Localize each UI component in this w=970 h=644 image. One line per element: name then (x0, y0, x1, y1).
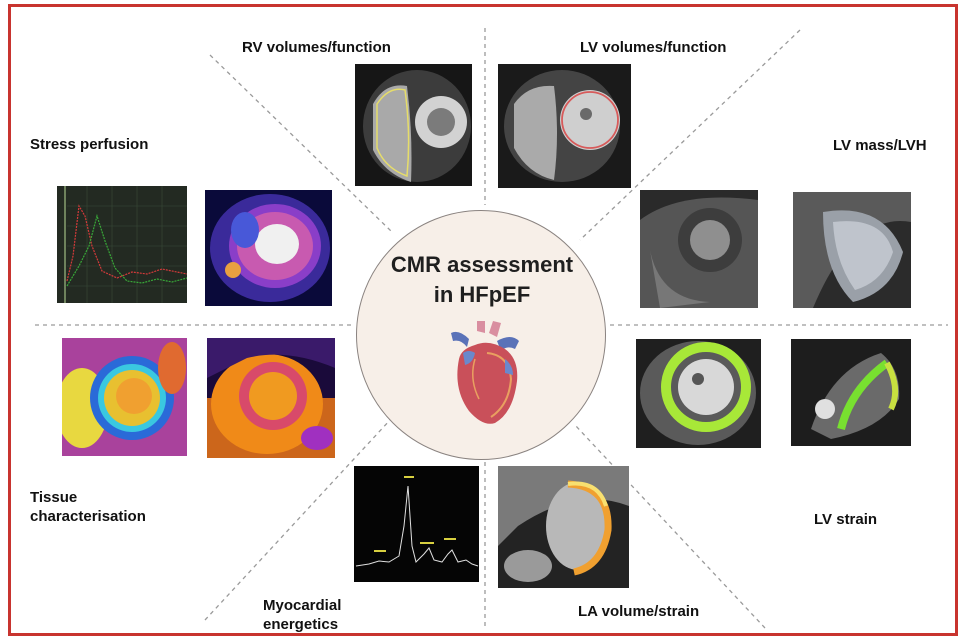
lv-mass-short-axis-image (640, 190, 758, 308)
divider-diagonal-top-right (579, 29, 801, 241)
lv-strain-short-axis-image (636, 339, 761, 448)
rv-cine-image (355, 64, 472, 186)
label-lv-strain: LV strain (814, 511, 878, 528)
lv-strain-long-axis-image (791, 339, 911, 446)
center-title-line2: in HFpEF (433, 282, 531, 307)
center-circle: CMR assessment in HFpEF (356, 210, 606, 460)
label-lv-volumes: LV volumes/function (580, 39, 727, 56)
label-la-volume: LA volume/strain (578, 603, 700, 620)
tissue-t1-map-image (62, 338, 187, 456)
outer-frame (8, 4, 958, 636)
stress-perfusion-map-image (205, 190, 332, 306)
divider-diagonal-bottom-left (204, 419, 391, 621)
label-energetics-line1: Myocardial (263, 597, 342, 614)
label-lv-mass: LV mass/LVH (833, 137, 927, 154)
lv-cine-image (498, 64, 631, 188)
label-stress-perfusion: Stress perfusion (30, 136, 149, 153)
label-myocardial-energetics: Myocardial energetics (263, 596, 341, 634)
label-energetics-line2: energetics (263, 616, 339, 633)
label-rv-volumes: RV volumes/function (242, 39, 391, 56)
stress-perfusion-curve-image (57, 186, 187, 303)
divider-diagonal-bottom-right (574, 424, 766, 629)
tissue-lge-map-image (207, 338, 335, 458)
heart-icon (451, 321, 519, 424)
label-tissue-line2: characterisation (30, 508, 146, 525)
energetics-spectrum-image (354, 466, 479, 582)
label-tissue-characterisation: Tissue characterisation (30, 488, 146, 526)
divider-diagonal-top-left (209, 54, 393, 233)
la-strain-image (498, 466, 629, 588)
label-tissue-line1: Tissue (30, 489, 78, 506)
center-title-line1: CMR assessment (390, 252, 574, 277)
lv-mass-long-axis-image (793, 192, 911, 308)
